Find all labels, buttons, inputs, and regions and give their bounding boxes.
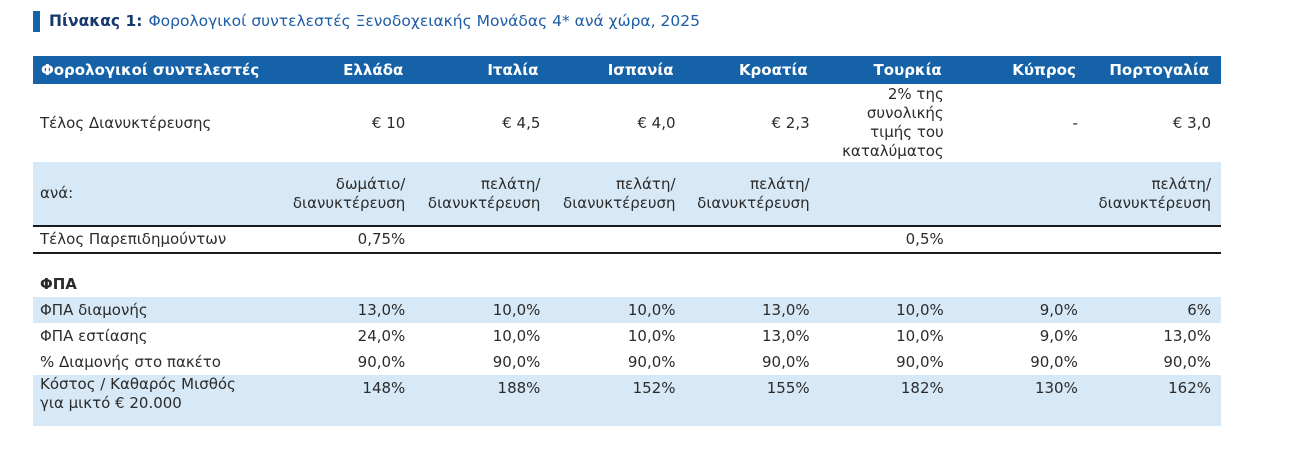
column-header: Ελλάδα <box>281 56 416 84</box>
cell: 0,75% <box>281 225 416 254</box>
table-row-per-unit: ανά: δωμάτιο/ διανυκτέρευση πελάτη/ διανυκ… <box>33 162 1221 226</box>
cell: 10,0% <box>550 297 686 323</box>
cell <box>953 162 1088 226</box>
cell: 0,5% <box>819 225 954 254</box>
cell <box>686 271 820 297</box>
spacer-cell <box>33 253 1221 271</box>
table-body: Τέλος Διανυκτέρευσης € 10 € 4,5 € 4,0 € 2,3 2… <box>33 84 1221 426</box>
table-header-row: Φορολογικοί συντελεστές Ελλάδα Ιταλία Ισπαν… <box>33 56 1221 84</box>
cell: 90,0% <box>1030 352 1078 371</box>
row-label: % Διαμονής στο πακέτο <box>40 352 221 371</box>
cell <box>1088 271 1221 297</box>
table-row-cost-to-net-salary: Κόστος / Καθαρός Μισθός για μικτό € 20.0… <box>33 375 1221 426</box>
spacer-row <box>33 253 1221 271</box>
document-page: Πίνακας 1: Φορολογικοί συντελεστές Ξενοδ… <box>0 9 1310 466</box>
row-label: ΦΠΑ διαμονής <box>33 297 282 323</box>
cell: 90,0% <box>627 352 676 371</box>
cell: δωμάτιο/ διανυκτέρευση <box>281 162 416 226</box>
cell: 13,0% <box>1163 326 1211 345</box>
cell: € 4,0 <box>637 113 676 132</box>
cell: € 3,0 <box>1172 113 1211 132</box>
cell: πελάτη/ διανυκτέρευση <box>685 162 820 226</box>
cell: 13,0% <box>281 297 416 323</box>
cell: 155% <box>685 375 820 426</box>
cell: 90,0% <box>1163 352 1211 371</box>
cell <box>281 271 415 297</box>
cell: 9,0% <box>1039 326 1078 345</box>
caption-text: Φορολογικοί συντελεστές Ξενοδοχειακής Μο… <box>148 12 700 30</box>
cell: 10,0% <box>819 297 954 323</box>
cell: 90,0% <box>761 352 810 371</box>
table-row-overnight-stay-tax: Τέλος Διανυκτέρευσης € 10 € 4,5 € 4,0 € 2,3 2… <box>33 84 1221 162</box>
cell: 10,0% <box>896 326 944 345</box>
column-header: Ισπανία <box>550 56 686 84</box>
column-header: Κροατία <box>685 56 820 84</box>
cell: πελάτη/ διανυκτέρευση <box>550 162 686 226</box>
cell <box>1087 225 1221 254</box>
table-row-vat-catering: ΦΠΑ εστίασης 24,0% 10,0% 10,0% 13,0% 10,0% 9,0… <box>33 323 1221 349</box>
cell: 90,0% <box>492 352 541 371</box>
cell <box>954 271 1088 297</box>
cell <box>550 225 686 254</box>
cell: € 10 <box>371 113 406 132</box>
column-header: Ιταλία <box>415 56 551 84</box>
cell <box>819 162 954 226</box>
cell: πελάτη/ διανυκτέρευση <box>415 162 551 226</box>
cell: 2% της συνολικής τιμής του καταλύματος <box>842 85 944 160</box>
cell: - <box>1072 113 1078 132</box>
table-row-sojourn-tax: Τέλος Παρεπιδημούντων 0,75% 0,5% <box>33 225 1221 254</box>
cell <box>685 225 820 254</box>
cell <box>820 271 954 297</box>
cell <box>415 225 551 254</box>
cell: 10,0% <box>415 297 551 323</box>
cell: 9,0% <box>953 297 1088 323</box>
table-row-vat-section: ΦΠΑ <box>33 271 1221 297</box>
cell: € 2,3 <box>771 113 810 132</box>
cell: 162% <box>1087 375 1221 426</box>
column-header: Κύπρος <box>953 56 1088 84</box>
cell: 10,0% <box>492 326 541 345</box>
column-header-label: Φορολογικοί συντελεστές <box>33 56 282 84</box>
row-label: ΦΠΑ εστίασης <box>40 326 148 345</box>
column-header: Τουρκία <box>819 56 954 84</box>
cell <box>953 225 1088 254</box>
cell: πελάτη/ διανυκτέρευση <box>1087 162 1221 226</box>
cell: 148% <box>281 375 416 426</box>
row-label: ανά: <box>33 162 282 226</box>
row-label: ΦΠΑ <box>40 274 77 293</box>
cell: 24,0% <box>357 326 406 345</box>
table-row-vat-accommodation: ΦΠΑ διαμονής 13,0% 10,0% 10,0% 13,0% 10,0% 9,0… <box>33 297 1221 323</box>
cell: 182% <box>819 375 954 426</box>
row-label: Τέλος Διανυκτέρευσης <box>40 113 212 132</box>
cell: 130% <box>953 375 1088 426</box>
cell: 6% <box>1087 297 1221 323</box>
cell: 90,0% <box>357 352 406 371</box>
table-caption: Πίνακας 1: Φορολογικοί συντελεστές Ξενοδ… <box>33 9 1310 33</box>
cell: 188% <box>415 375 551 426</box>
row-label: Κόστος / Καθαρός Μισθός για μικτό € 20.0… <box>33 375 282 426</box>
cell: 10,0% <box>627 326 676 345</box>
table-row-stay-share-in-package: % Διαμονής στο πακέτο 90,0% 90,0% 90,0% 90,0… <box>33 349 1221 375</box>
cell: € 4,5 <box>502 113 541 132</box>
cell: 90,0% <box>896 352 944 371</box>
cell <box>415 271 550 297</box>
cell: 13,0% <box>685 297 820 323</box>
cell: 152% <box>550 375 686 426</box>
caption-accent-bar-icon <box>33 10 40 32</box>
column-header: Πορτογαλία <box>1087 56 1221 84</box>
cell <box>550 271 685 297</box>
tax-rates-table: Φορολογικοί συντελεστές Ελλάδα Ιταλία Ισπαν… <box>33 56 1221 426</box>
caption-label: Πίνακας 1: <box>49 12 143 30</box>
row-label: Τέλος Παρεπιδημούντων <box>33 225 282 254</box>
table-header: Φορολογικοί συντελεστές Ελλάδα Ιταλία Ισπαν… <box>33 56 1221 84</box>
cell: 13,0% <box>761 326 810 345</box>
